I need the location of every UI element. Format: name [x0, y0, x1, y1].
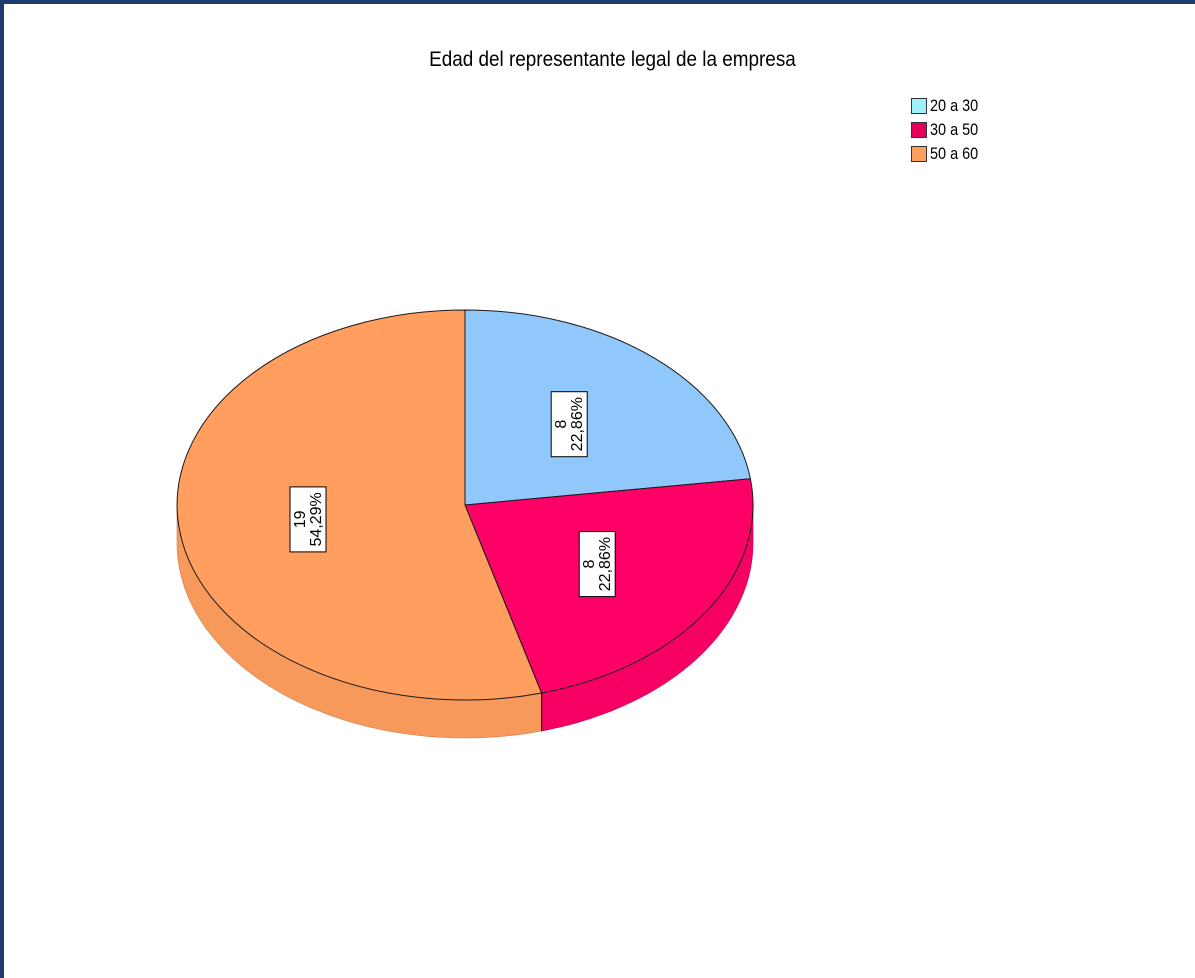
- chart-legend: 20 a 30 30 a 50 50 a 60: [911, 94, 987, 166]
- pie-labels: 8 22,86%8 22,86%19 54,29%: [289, 391, 616, 598]
- pie-slice-0: [464, 309, 752, 506]
- pie-label-box-0: [550, 391, 588, 458]
- pie-label-value-0: 8: [553, 420, 570, 429]
- pie-slice-2: [176, 309, 543, 701]
- legend-item-2: 50 a 60: [911, 142, 987, 166]
- legend-swatch-0: [911, 98, 927, 114]
- legend-label-1: 30 a 50: [930, 120, 979, 139]
- pie-label-2: 19 54,29%: [289, 486, 327, 553]
- legend-item-0: 20 a 30: [911, 94, 987, 118]
- legend-swatch-1: [911, 122, 927, 138]
- pie-label-box-2: [289, 486, 327, 553]
- pie-label-box-1: [578, 531, 616, 598]
- legend-label-0: 20 a 30: [930, 96, 979, 115]
- pie-label-percent-0: 22,86%: [569, 397, 586, 451]
- pie-top: [176, 309, 754, 701]
- pie-label-0: 8 22,86%: [550, 391, 588, 458]
- pie-label-percent-2: 54,29%: [308, 492, 325, 546]
- legend-swatch-2: [911, 146, 927, 162]
- pie-label-1: 8 22,86%: [578, 531, 616, 598]
- chart-title: Edad del representante legal de la empre…: [429, 48, 796, 71]
- legend-label-2: 50 a 60: [930, 144, 979, 163]
- pie-label-value-2: 19: [292, 510, 309, 528]
- pie-label-percent-1: 22,86%: [597, 537, 614, 591]
- pie-label-value-1: 8: [581, 560, 598, 569]
- legend-item-1: 30 a 50: [911, 118, 987, 142]
